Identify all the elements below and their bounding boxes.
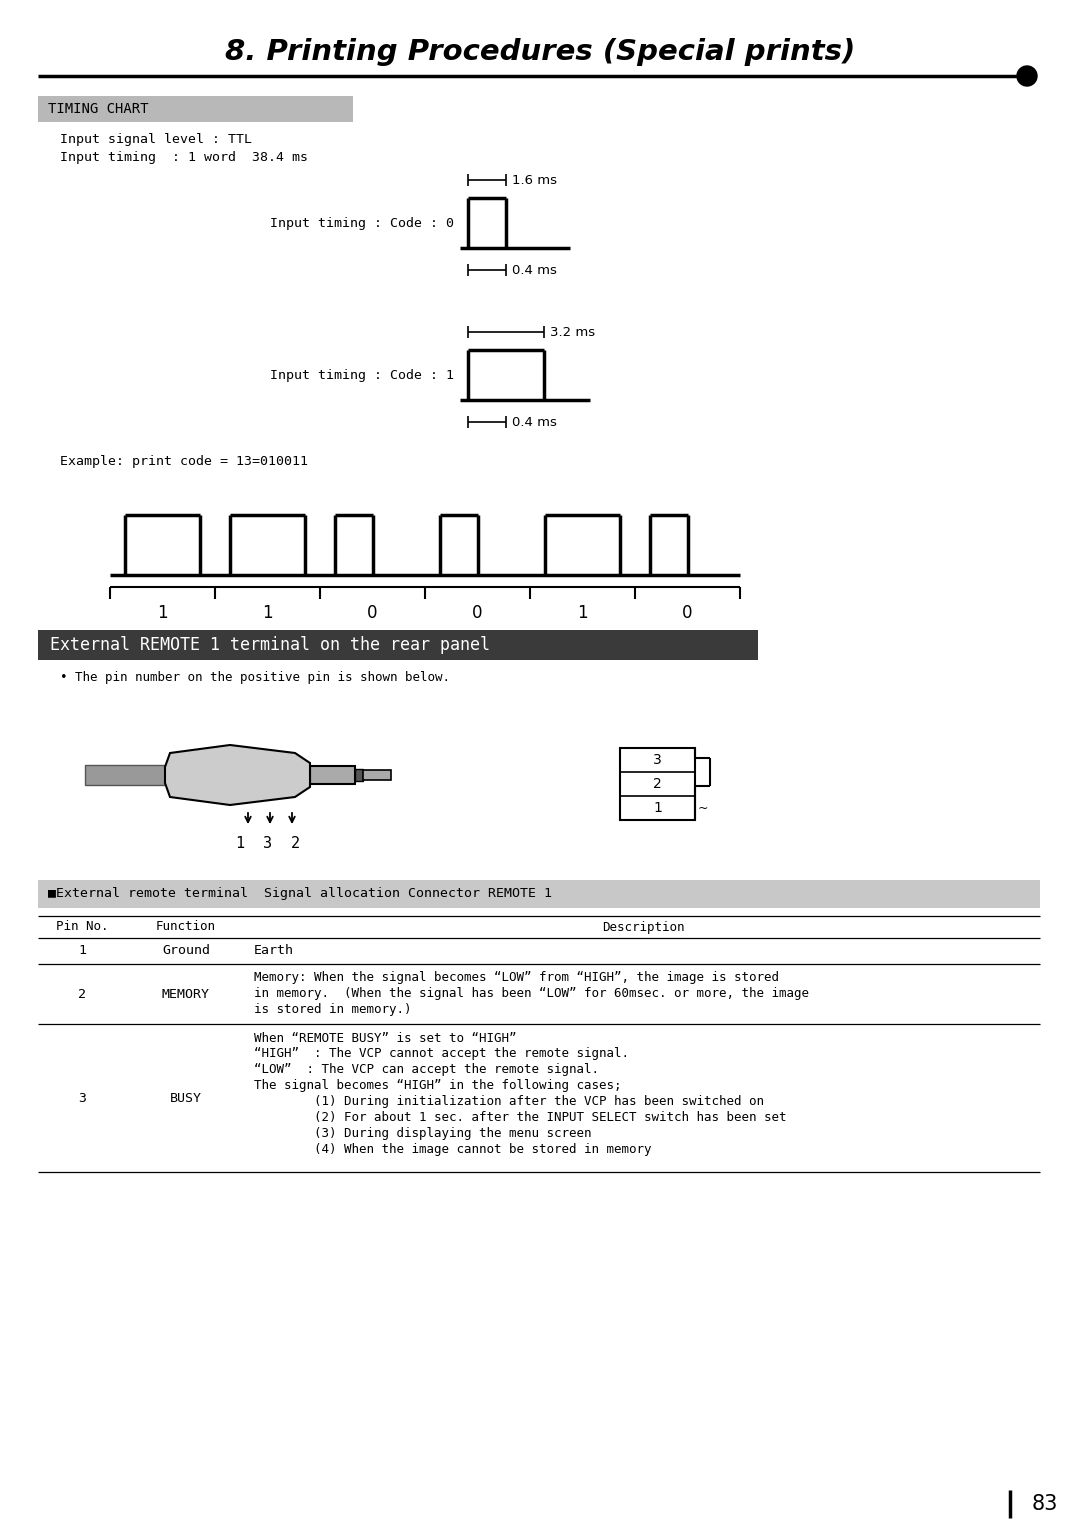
Text: 2: 2 bbox=[291, 836, 299, 851]
Text: Input timing : Code : 1: Input timing : Code : 1 bbox=[270, 368, 454, 382]
Text: 1: 1 bbox=[235, 836, 244, 851]
Text: 1.6 ms: 1.6 ms bbox=[512, 174, 557, 186]
Text: 3: 3 bbox=[653, 753, 662, 767]
Text: 1: 1 bbox=[262, 604, 273, 622]
Text: ■External remote terminal  Signal allocation Connector REMOTE 1: ■External remote terminal Signal allocat… bbox=[48, 888, 552, 900]
Text: 0: 0 bbox=[683, 604, 692, 622]
Text: 83: 83 bbox=[1031, 1494, 1058, 1514]
Text: (3) During displaying the menu screen: (3) During displaying the menu screen bbox=[254, 1128, 592, 1140]
Text: 1: 1 bbox=[158, 604, 167, 622]
Bar bbox=[310, 766, 355, 784]
Text: 1: 1 bbox=[78, 944, 86, 958]
Bar bbox=[38, 96, 353, 122]
Text: 0: 0 bbox=[472, 604, 483, 622]
Text: Pin No.: Pin No. bbox=[56, 920, 108, 934]
Text: TIMING CHART: TIMING CHART bbox=[48, 102, 149, 116]
Text: is stored in memory.): is stored in memory.) bbox=[254, 1004, 411, 1016]
Circle shape bbox=[1017, 66, 1037, 86]
Bar bbox=[363, 770, 391, 779]
Text: BUSY: BUSY bbox=[170, 1091, 202, 1105]
Text: “HIGH”  : The VCP cannot accept the remote signal.: “HIGH” : The VCP cannot accept the remot… bbox=[254, 1048, 629, 1060]
Text: “LOW”  : The VCP can accept the remote signal.: “LOW” : The VCP can accept the remote si… bbox=[254, 1063, 599, 1077]
Text: Ground: Ground bbox=[162, 944, 210, 958]
Text: Memory: When the signal becomes “LOW” from “HIGH”, the image is stored: Memory: When the signal becomes “LOW” fr… bbox=[254, 972, 779, 984]
Text: Input timing  : 1 word  38.4 ms: Input timing : 1 word 38.4 ms bbox=[60, 151, 308, 165]
Polygon shape bbox=[165, 746, 310, 805]
Text: Description: Description bbox=[602, 920, 685, 934]
Text: • The pin number on the positive pin is shown below.: • The pin number on the positive pin is … bbox=[60, 671, 450, 685]
Text: 3: 3 bbox=[264, 836, 272, 851]
Text: 0.4 ms: 0.4 ms bbox=[512, 263, 557, 277]
Text: Earth: Earth bbox=[254, 944, 294, 958]
Text: Example: print code = 13=010011: Example: print code = 13=010011 bbox=[60, 455, 308, 469]
Text: (2) For about 1 sec. after the INPUT SELECT switch has been set: (2) For about 1 sec. after the INPUT SEL… bbox=[254, 1111, 786, 1125]
Text: 1: 1 bbox=[577, 604, 588, 622]
Text: ~: ~ bbox=[698, 802, 708, 814]
Text: 3.2 ms: 3.2 ms bbox=[550, 325, 595, 339]
Text: 2: 2 bbox=[78, 987, 86, 1001]
Text: The signal becomes “HIGH” in the following cases;: The signal becomes “HIGH” in the followi… bbox=[254, 1079, 621, 1093]
Text: 1: 1 bbox=[653, 801, 662, 814]
Text: (4) When the image cannot be stored in memory: (4) When the image cannot be stored in m… bbox=[254, 1143, 651, 1157]
Text: Input timing : Code : 0: Input timing : Code : 0 bbox=[270, 217, 454, 229]
Text: in memory.  (When the signal has been “LOW” for 60msec. or more, the image: in memory. (When the signal has been “LO… bbox=[254, 987, 809, 1001]
Text: MEMORY: MEMORY bbox=[162, 987, 210, 1001]
Text: 2: 2 bbox=[653, 778, 662, 792]
Bar bbox=[38, 880, 1040, 908]
Text: External REMOTE 1 terminal on the rear panel: External REMOTE 1 terminal on the rear p… bbox=[50, 636, 490, 654]
Text: (1) During initialization after the VCP has been switched on: (1) During initialization after the VCP … bbox=[254, 1096, 764, 1108]
Bar bbox=[85, 766, 165, 785]
Text: 0.4 ms: 0.4 ms bbox=[512, 416, 557, 428]
Text: 0: 0 bbox=[367, 604, 378, 622]
Text: Input signal level : TTL: Input signal level : TTL bbox=[60, 133, 252, 147]
Text: Function: Function bbox=[156, 920, 216, 934]
Bar bbox=[38, 630, 758, 660]
Bar bbox=[620, 749, 696, 821]
Text: When “REMOTE BUSY” is set to “HIGH”: When “REMOTE BUSY” is set to “HIGH” bbox=[254, 1031, 516, 1045]
Text: 8. Printing Procedures (Special prints): 8. Printing Procedures (Special prints) bbox=[225, 38, 855, 66]
Text: 3: 3 bbox=[78, 1091, 86, 1105]
Bar bbox=[355, 769, 363, 781]
